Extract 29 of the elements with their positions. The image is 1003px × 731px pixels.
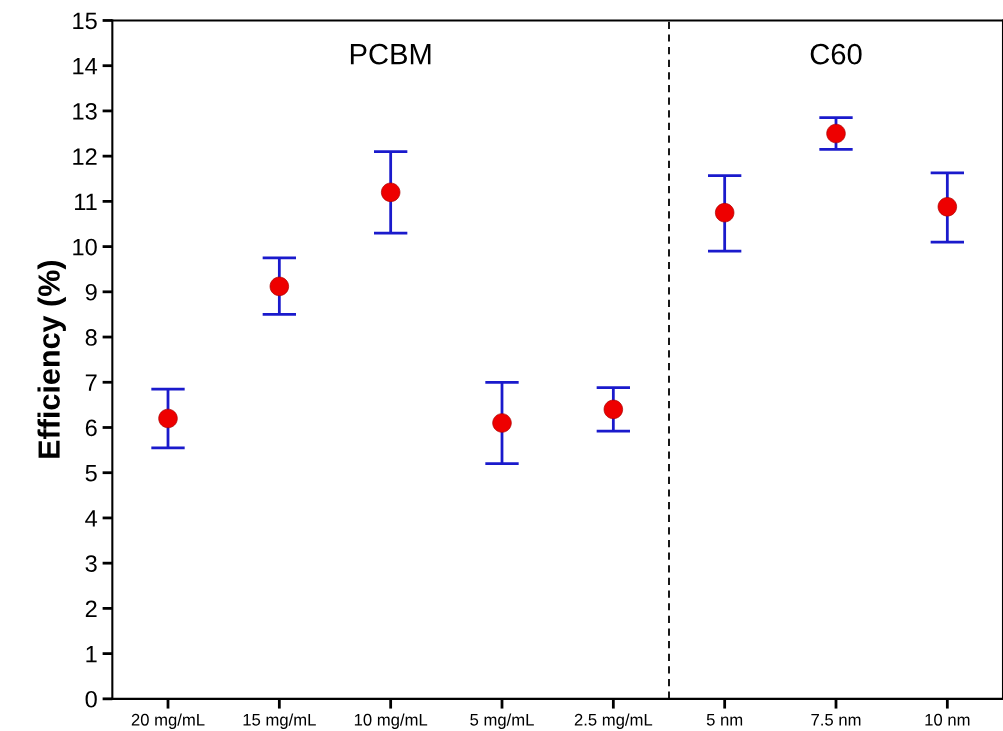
- annotation: PCBM: [350, 43, 431, 65]
- x-tick-label: 10 nm: [925, 713, 970, 726]
- y-tick-label: 10: [73, 238, 97, 256]
- y-axis-title: Efficiency (%): [37, 260, 66, 458]
- y-tick-label: 15: [73, 12, 97, 30]
- x-tick-label: 10 mg/mL: [354, 713, 428, 729]
- x-tick-label: 15 mg/mL: [243, 713, 316, 729]
- y-tick-label: 5: [85, 465, 97, 482]
- x-tick-label: 5 mg/mL: [470, 713, 534, 729]
- x-tick-label: 7.5 nm: [811, 714, 861, 726]
- y-tick-label: 11: [75, 193, 97, 210]
- y-tick-label: 8: [85, 329, 97, 346]
- y-tick-label: 7: [85, 374, 97, 391]
- point: [826, 123, 846, 144]
- y-tick-label: 9: [85, 283, 97, 301]
- x-tick-label: 2.5 mg/mL: [574, 713, 653, 729]
- y-tick-label: 2: [85, 600, 97, 617]
- y-tick-label: 4: [85, 510, 98, 527]
- y-tick-label: 12: [73, 148, 97, 165]
- y-tick-label: 3: [85, 555, 97, 572]
- y-tick-label: 14: [73, 58, 98, 75]
- x-tick-label: 20 mg/mL: [131, 713, 205, 729]
- y-tick-label: 0: [85, 690, 97, 708]
- annotation: C60: [810, 43, 862, 65]
- y-tick-label: 6: [85, 419, 97, 437]
- x-tick-label: 5 nm: [706, 714, 743, 726]
- y-tick-label: 1: [86, 645, 97, 663]
- point: [715, 203, 735, 223]
- y-tick-label: 13: [73, 102, 97, 120]
